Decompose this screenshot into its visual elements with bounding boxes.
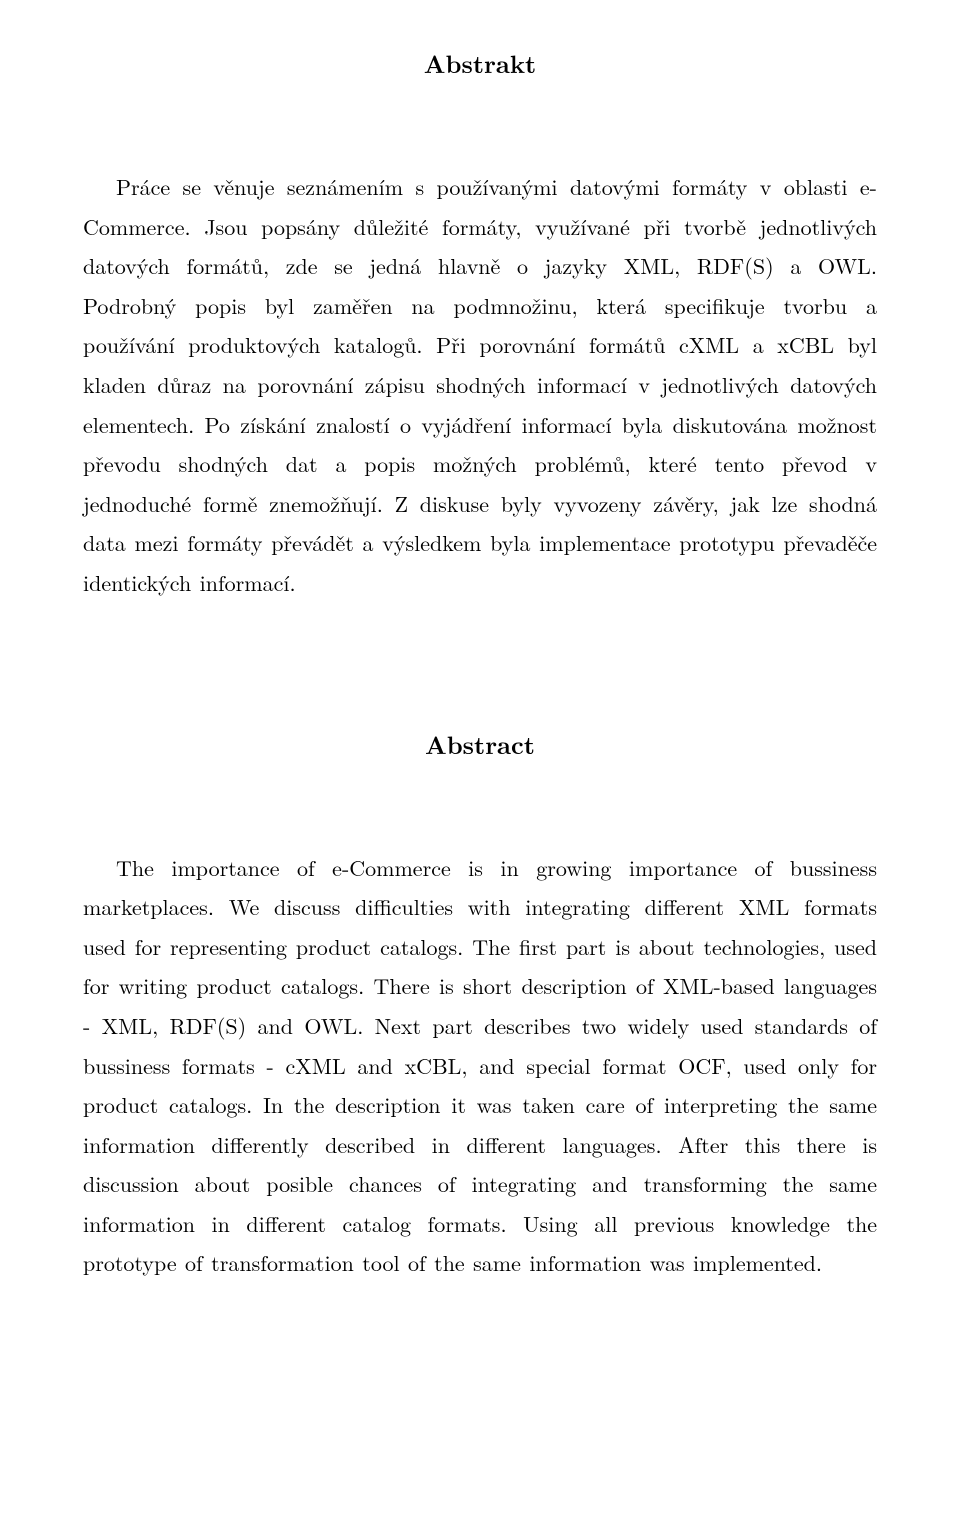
abstrakt-paragraph: Práce se věnuje seznámením s používanými… [83, 167, 877, 603]
abstract-heading: Abstract [83, 727, 877, 762]
section-gap [83, 603, 877, 727]
document-page: Abstrakt Práce se věnuje seznámením s po… [0, 0, 960, 1343]
abstract-paragraph: The importance of e-Commerce is in growi… [83, 848, 877, 1284]
abstrakt-heading: Abstrakt [83, 46, 877, 81]
